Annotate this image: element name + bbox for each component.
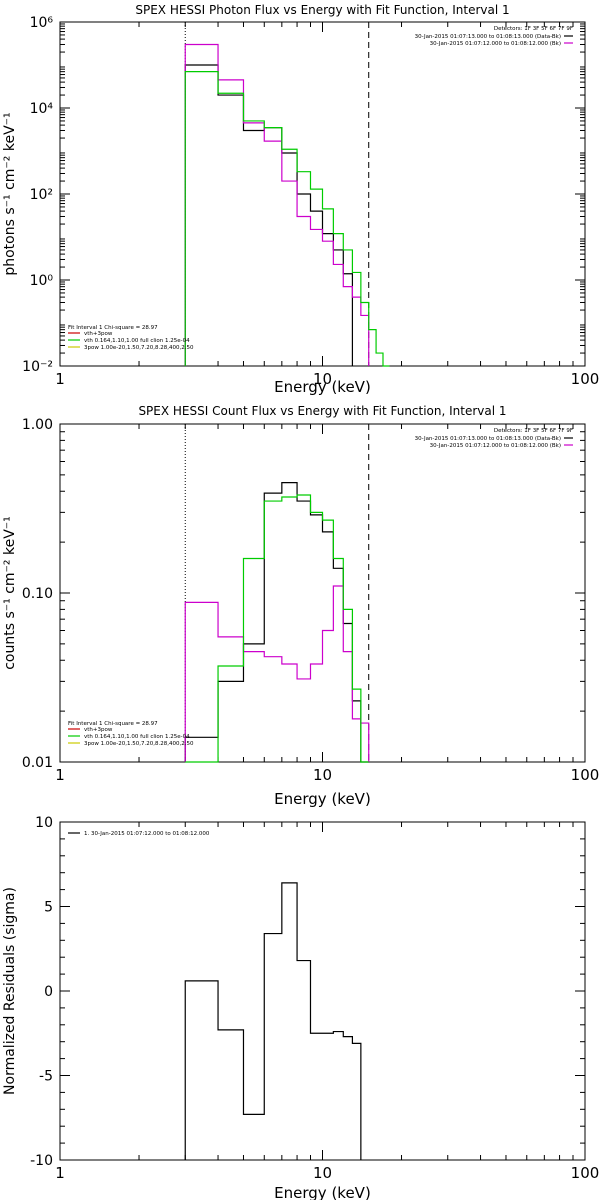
x-tick-label: 1: [55, 766, 65, 784]
x-tick-label: 1: [55, 370, 65, 388]
y-tick-label: 10: [35, 815, 53, 831]
legend-detectors-header: Detectors: 1F 3F 5F 6F 7F 9F: [494, 26, 573, 32]
legend-interval-entry: 30-Jan-2015 01:07:13.000 to 01:08:13.000…: [415, 34, 561, 40]
chart-title: SPEX HESSI Photon Flux vs Energy with Fi…: [135, 3, 509, 17]
chart-panel-2: SPEX HESSI Count Flux vs Energy with Fit…: [2, 404, 599, 808]
x-tick-label: 1: [55, 1164, 65, 1182]
series-magenta-histogram: [184, 43, 370, 366]
series-black-histogram: [184, 482, 369, 763]
y-tick-label: 10⁶: [30, 15, 54, 31]
legend-interval-entry: 30-Jan-2015 01:07:12.000 to 01:08:12.000…: [430, 443, 561, 449]
legend-interval-entry: 30-Jan-2015 01:07:13.000 to 01:08:13.000…: [415, 436, 561, 442]
legend-fit-entry: vth 0.164,1.10,1.00 full clion 1.25e-04: [84, 338, 190, 344]
y-axis-label: counts s⁻¹ cm⁻² keV⁻¹: [2, 516, 18, 670]
y-tick-label: 0: [44, 984, 53, 1000]
y-tick-label: 0.01: [22, 755, 53, 771]
legend-fit-entry: vth 0.164,1.10,1.00 full clion 1.25e-04: [84, 734, 190, 740]
series-black-histogram: [184, 64, 354, 366]
legend-interval-entry: 30-Jan-2015 01:07:12.000 to 01:08:12.000…: [430, 41, 561, 47]
x-tick-label: 100: [571, 370, 600, 388]
plot-frame: [59, 423, 586, 763]
legend-fit-entry: 1. 30-Jan-2015 01:07:12.000 to 01:08:12.…: [84, 831, 210, 837]
x-tick-label: 100: [571, 766, 600, 784]
y-tick-label: 1.00: [22, 417, 53, 433]
chart-title: SPEX HESSI Count Flux vs Energy with Fit…: [138, 404, 506, 418]
chart-panel-1: SPEX HESSI Photon Flux vs Energy with Fi…: [2, 3, 599, 396]
legend-detectors-header: Detectors: 1F 3F 5F 6F 7F 9F: [494, 428, 573, 434]
y-tick-label: -5: [39, 1069, 53, 1085]
plot-frame: [59, 821, 586, 1161]
y-axis-label: Normalized Residuals (sigma): [2, 887, 18, 1095]
x-tick-label: 10: [313, 370, 332, 388]
legend-fit-entry: vth+3pow: [84, 331, 113, 337]
legend-fit-header: Fit Interval 1 Chi-square = 28.97: [68, 721, 158, 727]
y-tick-label: -10: [30, 1153, 53, 1169]
series-green-histogram: [184, 71, 390, 367]
x-tick-label: 10: [313, 1164, 332, 1182]
x-axis-label: Energy (keV): [274, 378, 371, 396]
x-tick-label: 100: [571, 1164, 600, 1182]
series-black-histogram: [184, 882, 362, 1160]
legend-fit-header: Fit Interval 1 Chi-square = 28.97: [68, 325, 158, 331]
series-magenta-histogram: [184, 585, 370, 762]
chart-panel-3: 1 10 100 Energy (keV) -10 -5 0 5 10 Normalized Re…: [2, 815, 599, 1200]
y-tick-label: 5: [44, 900, 53, 916]
y-tick-label: 0.10: [22, 586, 53, 602]
y-tick-label: 10⁻²: [22, 359, 53, 375]
series-green-histogram: [185, 494, 369, 763]
x-tick-label: 10: [313, 766, 332, 784]
y-tick-label: 10⁰: [30, 273, 54, 289]
legend-fit-entry: vth+3pow: [84, 727, 113, 733]
legend-fit-entry: 3pow 1.00e-20,1.50,7.20,8.28,400,2.50: [84, 741, 194, 747]
x-axis-label: Energy (keV): [274, 790, 371, 808]
y-tick-label: 10²: [30, 187, 53, 203]
y-tick-label: 10⁴: [30, 101, 54, 117]
y-axis-label: photons s⁻¹ cm⁻² keV⁻¹: [2, 112, 18, 275]
x-axis-label: Energy (keV): [274, 1184, 371, 1200]
legend-fit-entry: 3pow 1.00e-20,1.50,7.20,8.28,400,2.50: [84, 345, 194, 351]
